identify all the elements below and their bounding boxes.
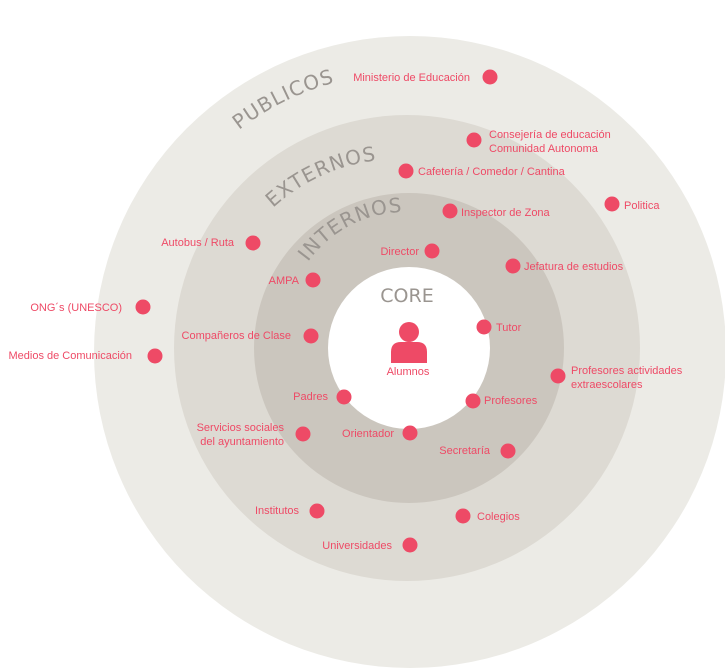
label-orientador: Orientador xyxy=(342,428,394,440)
label-profesores-act-line1: Profesores actividades xyxy=(571,365,683,377)
stakeholder-dot-universidades xyxy=(402,537,418,553)
stakeholder-dot-institutos xyxy=(309,503,325,519)
stakeholder-dot-profesores-act xyxy=(550,368,566,384)
label-companeros: Compañeros de Clase xyxy=(182,330,291,342)
stakeholder-dot-cafeteria xyxy=(398,163,414,179)
label-servicios-line1: Servicios sociales xyxy=(197,422,285,434)
stakeholder-dot-autobus xyxy=(245,235,261,251)
label-servicios-line2: del ayuntamiento xyxy=(200,436,284,448)
stakeholder-dot-orientador xyxy=(402,425,418,441)
stakeholder-dot-padres xyxy=(336,389,352,405)
stakeholder-dot-companeros xyxy=(303,328,319,344)
stakeholder-dot-ampa xyxy=(305,272,321,288)
label-consejeria-line1: Consejería de educación xyxy=(489,129,611,141)
stakeholder-dot-ong xyxy=(135,299,151,315)
stakeholder-dot-politica xyxy=(604,196,620,212)
label-politica: Politica xyxy=(624,200,660,212)
label-ong: ONG´s (UNESCO) xyxy=(30,302,122,314)
ring-title-core: CORE xyxy=(380,285,433,307)
label-profesores: Profesores xyxy=(484,395,538,407)
label-institutos: Institutos xyxy=(255,505,300,517)
stakeholder-dot-secretaria xyxy=(500,443,516,459)
label-director: Director xyxy=(380,246,419,258)
label-profesores-act-line2: extraescolares xyxy=(571,379,643,391)
label-padres: Padres xyxy=(293,391,328,403)
stakeholder-dot-inspector xyxy=(442,203,458,219)
label-colegios: Colegios xyxy=(477,511,520,523)
user-icon xyxy=(391,322,427,363)
stakeholder-dot-profesores xyxy=(465,393,481,409)
stakeholder-dot-servicios xyxy=(295,426,311,442)
stakeholder-dot-medios xyxy=(147,348,163,364)
label-medios: Medios de Comunicación xyxy=(8,350,132,362)
stakeholder-dot-director xyxy=(424,243,440,259)
stakeholder-dot-ministerio xyxy=(482,69,498,85)
center-label: Alumnos xyxy=(387,366,430,378)
stakeholder-dot-tutor xyxy=(476,319,492,335)
label-tutor: Tutor xyxy=(496,322,522,334)
label-consejeria-line2: Comunidad Autonoma xyxy=(489,143,599,155)
label-jefatura: Jefatura de estudios xyxy=(524,261,624,273)
stakeholder-dot-jefatura xyxy=(505,258,521,274)
label-inspector: Inspector de Zona xyxy=(461,207,551,219)
stakeholder-dot-consejeria xyxy=(466,132,482,148)
label-autobus: Autobus / Ruta xyxy=(161,237,235,249)
label-cafeteria: Cafetería / Comedor / Cantina xyxy=(418,166,566,178)
label-ampa: AMPA xyxy=(269,275,300,287)
label-secretaria: Secretaría xyxy=(439,445,491,457)
stakeholder-dot-colegios xyxy=(455,508,471,524)
label-ministerio: Ministerio de Educación xyxy=(353,72,470,84)
label-universidades: Universidades xyxy=(322,540,392,552)
